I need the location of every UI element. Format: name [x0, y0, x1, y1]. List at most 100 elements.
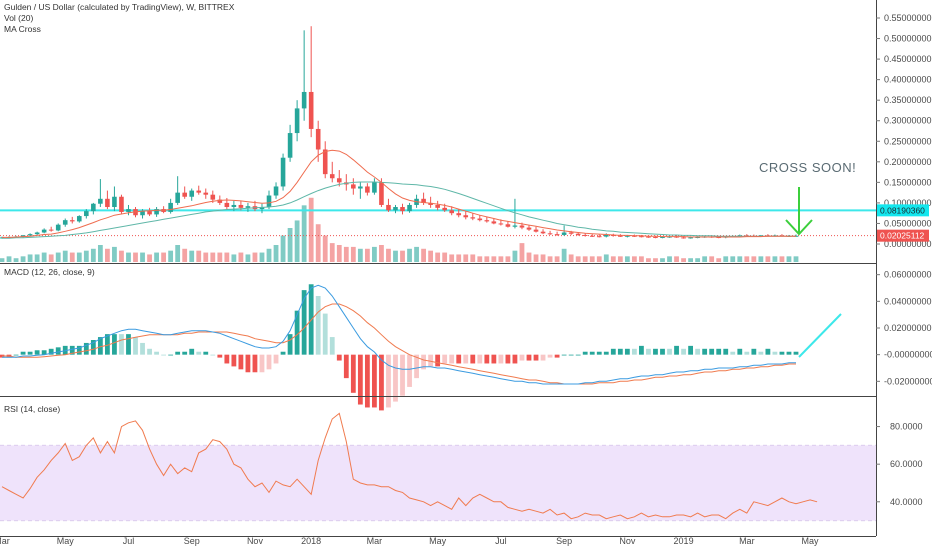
volume-bar	[69, 252, 75, 262]
macd-histogram-bar	[13, 354, 19, 356]
candle-body	[463, 215, 469, 218]
candle	[84, 209, 89, 219]
macd-histogram-bar	[554, 354, 560, 358]
macd-histogram-bar	[449, 354, 455, 364]
volume-bar	[231, 254, 237, 262]
macd-histogram-bar	[224, 354, 230, 364]
volume-bar	[126, 252, 131, 262]
volume-bar	[596, 256, 602, 262]
volume-bar	[456, 254, 462, 262]
volume-bar	[34, 254, 40, 262]
volume-bar	[154, 252, 159, 262]
candle-body	[646, 236, 651, 238]
candle-body	[512, 225, 518, 227]
volume-bar	[428, 250, 434, 262]
candle	[119, 194, 124, 215]
candle	[98, 179, 103, 208]
macd-histogram-bar	[294, 310, 300, 355]
candle-body	[435, 204, 440, 208]
candle	[351, 178, 356, 195]
candle-body	[365, 186, 370, 193]
candle	[259, 203, 265, 214]
y-tick-label: 0.40000000	[884, 75, 932, 85]
candle-body	[596, 236, 602, 238]
candle	[428, 196, 433, 208]
macd-histogram-bar	[631, 348, 637, 355]
candle-body	[716, 237, 722, 239]
volume-bar	[575, 256, 581, 262]
volume-bar	[189, 250, 195, 262]
macd-histogram-bar	[723, 348, 729, 355]
rsi-line	[1, 412, 818, 520]
y-tick-label: 0.06000000	[884, 270, 932, 280]
candle-body	[421, 198, 426, 203]
candle	[533, 226, 539, 233]
macd-histogram-bar	[287, 334, 293, 355]
x-tick-label: Mar	[739, 536, 755, 546]
macd-histogram-bar	[231, 354, 237, 367]
macd-line	[2, 284, 796, 385]
candle	[456, 209, 462, 218]
macd-histogram-bar	[161, 354, 167, 356]
candle	[294, 100, 300, 142]
macd-layer	[0, 284, 799, 411]
x-tick-label: Mar	[0, 536, 10, 546]
volume-bar	[603, 254, 609, 262]
volume-bar	[224, 252, 230, 262]
candle-body	[526, 227, 532, 230]
x-axis-ticks: Mar May Jul Sep Nov 2018 Mar May Jul Sep Nov 2019 Ma…	[0, 536, 819, 546]
macd-histogram-bar	[491, 354, 497, 364]
macd-histogram-bar	[793, 351, 799, 355]
down-arrow-icon	[785, 187, 813, 236]
candle	[126, 204, 131, 216]
volume-bar	[407, 248, 412, 262]
y-tick-label: 60.0000	[890, 459, 923, 469]
candle	[435, 200, 440, 211]
volume-bar	[336, 245, 342, 262]
candle-body	[210, 194, 216, 200]
candle	[168, 198, 173, 214]
volume-bar	[547, 256, 553, 262]
macd-histogram-bar	[737, 348, 743, 355]
macd-histogram-bar	[709, 348, 715, 355]
volume-bar	[688, 258, 694, 262]
macd-histogram-bar	[189, 348, 195, 355]
volume-bar	[674, 256, 679, 262]
candle	[470, 213, 476, 221]
volume-bar	[238, 252, 244, 262]
volume-bar	[245, 254, 251, 262]
candle	[344, 174, 349, 191]
candle-body	[301, 91, 307, 109]
y-tick-label: 0.02000000	[884, 323, 932, 333]
candle-body	[287, 133, 293, 158]
candle-body	[386, 204, 391, 211]
ma-fast-line	[2, 149, 796, 238]
candle-body	[393, 207, 398, 211]
cross-soon-annotation: CROSS SOON!	[759, 160, 856, 175]
candle	[400, 203, 405, 215]
candle-body	[224, 202, 230, 208]
macd-histogram-bar	[301, 290, 307, 355]
candle	[554, 231, 560, 236]
macd-histogram-bar	[484, 354, 490, 364]
volume-bar	[0, 258, 5, 262]
frame-layer	[0, 0, 877, 537]
x-tick-label: Jul	[495, 536, 507, 546]
macd-histogram-bar	[589, 351, 595, 355]
macd-histogram-bar	[329, 337, 335, 355]
candle-body	[217, 199, 223, 203]
macd-histogram-bar	[27, 351, 33, 355]
candle	[55, 223, 61, 232]
macd-histogram-bar	[786, 351, 792, 355]
volume-bar	[140, 252, 145, 262]
candle-body	[540, 231, 546, 234]
candle-body	[196, 190, 202, 193]
macd-histogram-bar	[639, 345, 644, 355]
candle	[196, 185, 202, 195]
volume-bar	[540, 254, 546, 262]
candle-body	[140, 211, 145, 216]
candle-body	[69, 220, 75, 222]
volume-bar	[259, 252, 265, 262]
volume-bar	[210, 252, 216, 262]
volume-bar	[463, 254, 469, 262]
